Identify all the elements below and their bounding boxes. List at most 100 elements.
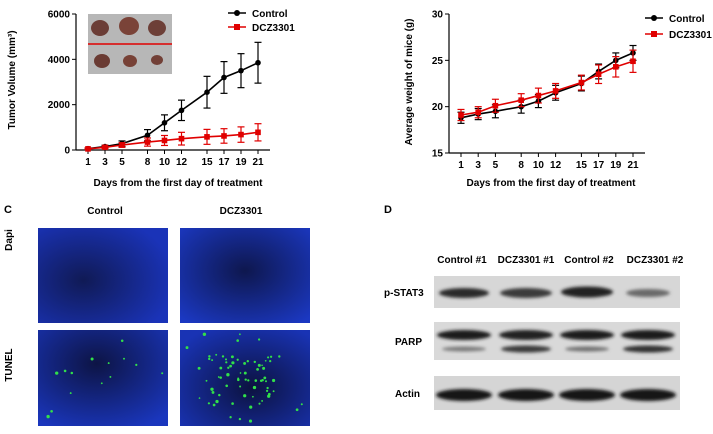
band-label-actin: Actin (395, 389, 420, 400)
band-parp-upper-lane4 (621, 330, 675, 340)
tunel-positive-cell (272, 390, 275, 393)
legend-dcz-marker (234, 24, 240, 30)
tunel-positive-cell (90, 357, 94, 361)
x-tick-label: 5 (119, 157, 125, 168)
data-point-dcz3301 (518, 97, 524, 103)
x-tick-label: 19 (235, 157, 247, 168)
tunel-positive-cell (253, 360, 257, 364)
tunel-positive-cell (257, 338, 261, 341)
y-tick-label: 6000 (48, 10, 71, 21)
tunel-positive-cell (197, 366, 201, 370)
tumor-volume-chart: 0 2000 4000 6000 1 3 5 8 10 12 15 17 19 21 Tumor Volu… (7, 9, 295, 189)
tunel-positive-cell (257, 363, 261, 367)
tunel-positive-cell (239, 372, 242, 374)
data-point-dcz3301 (85, 146, 91, 152)
tumor-specimen (119, 17, 139, 35)
tunel-positive-cell (261, 364, 263, 367)
band-parp-upper-lane2 (499, 330, 553, 340)
tumor-specimen (123, 55, 137, 67)
lane-label-control-1: Control #1 (437, 255, 487, 266)
tumor-specimen (148, 20, 166, 36)
tunel-positive-cell (221, 355, 225, 358)
tunel-positive-cell (230, 355, 234, 359)
x-tick-label: 3 (475, 160, 481, 171)
tunel-positive-cell (264, 380, 268, 383)
dapi-dcz3301-image (180, 228, 310, 323)
x-tick-label: 19 (610, 160, 622, 171)
tunel-positive-cell (272, 378, 276, 383)
data-point-dcz3301 (475, 109, 481, 116)
y-axis-label: Average weight of mice (g) (404, 19, 415, 146)
tunel-positive-cell (300, 403, 303, 406)
series-line-control (460, 52, 634, 119)
tunel-positive-cell (259, 379, 263, 382)
tunel-positive-cell (269, 355, 273, 358)
legend-control-marker (651, 15, 657, 21)
data-point-control (255, 59, 261, 66)
x-tick-label: 1 (458, 160, 464, 171)
band-pstat3-lane3 (561, 286, 613, 298)
y-tick-label: 0 (64, 146, 70, 157)
tunel-positive-cell (236, 339, 239, 342)
tunel-positive-cell (258, 402, 261, 405)
x-axis-label: Days from the first day of treatment (467, 178, 637, 189)
data-point-dcz3301 (119, 142, 125, 148)
tunel-positive-cell (227, 366, 230, 369)
x-tick-label: 10 (159, 157, 171, 168)
data-point-dcz3301 (102, 144, 108, 151)
tunel-positive-cell (219, 376, 222, 379)
row-label-tunel: TUNEL (4, 348, 15, 382)
band-actin-lane2 (498, 389, 554, 401)
y-tick-label: 20 (432, 102, 444, 113)
tunel-positive-cell (217, 376, 220, 378)
microscopy-grid (38, 228, 310, 426)
mouse-weight-chart: 15 20 25 30 1 3 5 8 10 12 15 17 19 21 Average weight … (404, 10, 712, 190)
tunel-positive-cell (229, 416, 232, 419)
data-point-dcz3301 (613, 64, 619, 70)
panel-d-label: D (384, 204, 392, 216)
data-point-control (178, 107, 185, 114)
blot-strip-actin (434, 376, 680, 410)
data-point-dcz3301 (221, 133, 227, 139)
data-point-dcz3301 (255, 129, 261, 136)
y-tick-label: 25 (432, 56, 444, 67)
x-tick-label: 8 (145, 157, 151, 168)
tunel-positive-cell (252, 395, 254, 398)
tunel-positive-cell (120, 339, 124, 342)
western-blot (434, 276, 680, 410)
x-tick-label: 12 (176, 157, 188, 168)
tunel-positive-cell (236, 358, 239, 361)
tunel-positive-cell (231, 361, 235, 365)
band-parp-upper-lane3 (560, 330, 614, 340)
legend-control-label: Control (669, 14, 705, 25)
tunel-positive-cell (243, 394, 247, 398)
tunel-positive-cell (219, 366, 223, 370)
tunel-positive-cell (231, 402, 234, 405)
series-line-control (87, 62, 259, 150)
data-point-control (238, 67, 244, 74)
tunel-positive-cell (239, 333, 241, 336)
tunel-positive-cell (246, 360, 249, 363)
tunel-positive-cell (207, 402, 211, 405)
tunel-positive-cell (249, 405, 253, 409)
x-tick-label: 21 (627, 160, 639, 171)
tunel-positive-cell (252, 385, 257, 390)
tunel-positive-cell (262, 366, 266, 370)
x-tick-label: 1 (85, 157, 91, 168)
y-tick-label: 30 (432, 10, 444, 21)
tunel-positive-cell (269, 359, 272, 363)
tunel-positive-cell (211, 390, 215, 394)
data-point-dcz3301 (492, 102, 499, 109)
tunel-positive-cell (215, 399, 219, 404)
blot-strip-pstat3 (434, 276, 680, 308)
tunel-positive-cell (107, 362, 110, 365)
band-parp-cleaved-lane3 (565, 346, 609, 352)
lane-label-control-2: Control #2 (564, 255, 614, 266)
tunel-positive-cell (229, 364, 232, 368)
blot-strip-parp (434, 322, 680, 360)
data-point-dcz3301 (238, 131, 244, 138)
data-point-dcz3301 (552, 88, 559, 94)
tunel-positive-cell (248, 419, 253, 423)
band-pstat3-lane4 (626, 289, 670, 297)
data-point-dcz3301 (578, 79, 585, 86)
